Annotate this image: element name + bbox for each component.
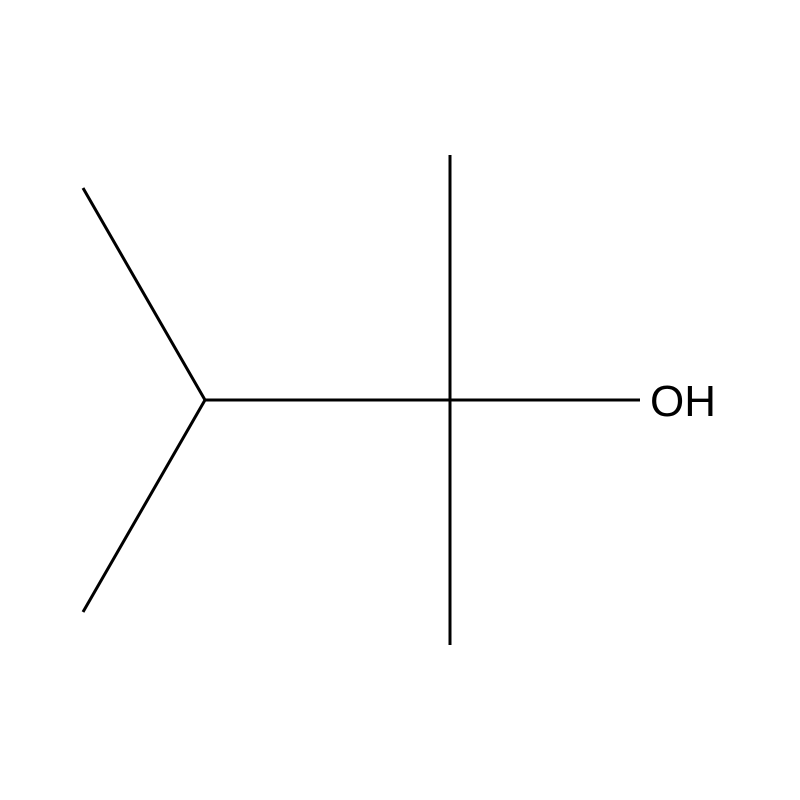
bond (83, 400, 205, 612)
molecule-structure: OH (0, 0, 800, 800)
bond (83, 188, 205, 400)
atom-label-oh: OH (650, 377, 716, 426)
